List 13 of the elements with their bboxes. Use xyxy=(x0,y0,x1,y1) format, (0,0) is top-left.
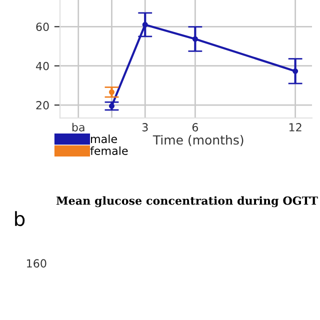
x-tick-label: 3 xyxy=(142,123,148,132)
x-tick-label: 12 xyxy=(289,123,302,132)
legend-label: male xyxy=(91,134,117,144)
text: Mean glucose concentration during OGTT xyxy=(56,196,318,208)
legend-label: female xyxy=(90,146,128,155)
text: 160 xyxy=(27,259,46,268)
y-tick-label: 40 xyxy=(36,62,49,70)
x-tick-label: 6 xyxy=(192,123,198,132)
y-tick-label: 20 xyxy=(36,101,49,110)
text: b xyxy=(15,211,25,226)
x-axis-title: Time (months) xyxy=(152,135,244,146)
y-tick-label: 60 xyxy=(36,22,49,32)
x-tick-label: ba xyxy=(72,122,84,132)
